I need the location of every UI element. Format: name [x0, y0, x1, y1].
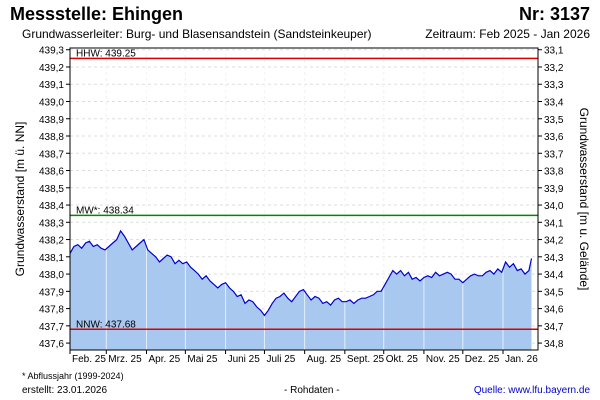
x-tick-label: Juli 25: [266, 354, 295, 365]
y-tick-label: 438,7: [39, 149, 64, 160]
y-axis-title: Grundwasserstand [m ü. NN]: [13, 122, 27, 277]
y-tick-label: 438,8: [39, 132, 64, 143]
y-tick-label: 437,6: [39, 339, 64, 350]
y-tick-label: 438,1: [39, 253, 64, 264]
y-tick-label: 439,3: [39, 46, 64, 57]
aquifer-label: Grundwasserleiter: Burg- und Blasensands…: [22, 27, 372, 41]
y-right-tick-label: 34,6: [544, 305, 564, 316]
y-right-tick-label: 33,3: [544, 80, 564, 91]
station-number: Nr: 3137: [518, 4, 590, 24]
station-title: Messstelle: Ehingen: [10, 4, 184, 24]
x-tick-label: Dez. 25: [465, 354, 500, 365]
y-right-tick-label: 34,3: [544, 253, 564, 264]
y-right-tick-label: 34,2: [544, 236, 564, 247]
y-tick-label: 439,1: [39, 80, 64, 91]
x-tick-label: Nov. 25: [426, 354, 460, 365]
y-right-tick-label: 33,8: [544, 167, 564, 178]
footnote-discharge-year: * Abflussjahr (1999-2024): [22, 371, 124, 381]
y-right-tick-label: 33,6: [544, 132, 564, 143]
y-tick-label: 438,4: [39, 201, 64, 212]
x-tick-label: Mrz. 25: [108, 354, 142, 365]
reference-label-hhw: HHW: 439.25: [76, 48, 136, 59]
y-right-tick-label: 33,1: [544, 46, 564, 57]
y-right-tick-label: 33,9: [544, 184, 564, 195]
y-tick-label: 439,0: [39, 97, 64, 108]
x-tick-label: Mai 25: [187, 354, 217, 365]
y-right-tick-label: 34,8: [544, 339, 564, 350]
y-tick-label: 439,2: [39, 63, 64, 74]
y-tick-label: 438,2: [39, 236, 64, 247]
y-right-tick-label: 34,4: [544, 270, 564, 281]
plot-frame: [69, 47, 539, 351]
y-right-tick-label: 33,2: [544, 63, 564, 74]
x-tick-label: Feb. 25: [72, 354, 106, 365]
y-tick-label: 438,3: [39, 218, 64, 229]
source-link[interactable]: Quelle: www.lfu.bayern.de: [473, 385, 590, 396]
y-right-tick-label: 34,7: [544, 322, 564, 333]
x-tick-label: Sept. 25: [347, 354, 385, 365]
y-right-axis-title: Grundwasserstand [m u. Gelände]: [577, 108, 591, 291]
series-line: [69, 229, 533, 317]
reference-label-nnw: NNW: 437.68: [76, 319, 136, 330]
raw-data-label: - Rohdaten -: [284, 385, 340, 396]
y-tick-label: 437,7: [39, 322, 64, 333]
y-tick-label: 438,0: [39, 270, 64, 281]
x-tick-label: Okt. 25: [386, 354, 419, 365]
x-tick-label: Aug. 25: [307, 354, 342, 365]
y-tick-label: 437,8: [39, 305, 64, 316]
reference-label-mw: MW*: 438.34: [76, 205, 134, 216]
y-right-tick-label: 33,7: [544, 149, 564, 160]
x-tick-label: Juni 25: [228, 354, 261, 365]
y-tick-label: 438,9: [39, 115, 64, 126]
y-tick-label: 438,6: [39, 167, 64, 178]
y-right-tick-label: 34,1: [544, 218, 564, 229]
x-tick-label: Jan. 26: [505, 354, 538, 365]
x-tick-label: Apr. 25: [148, 354, 180, 365]
period-label: Zeitraum: Feb 2025 - Jan 2026: [425, 27, 590, 41]
y-tick-label: 437,9: [39, 287, 64, 298]
created-date: erstellt: 23.01.2026: [22, 385, 108, 396]
y-right-tick-label: 33,5: [544, 115, 564, 126]
y-right-tick-label: 33,4: [544, 97, 564, 108]
y-right-tick-label: 34,0: [544, 201, 564, 212]
y-right-tick-label: 34,5: [544, 287, 564, 298]
y-tick-label: 438,5: [39, 184, 64, 195]
